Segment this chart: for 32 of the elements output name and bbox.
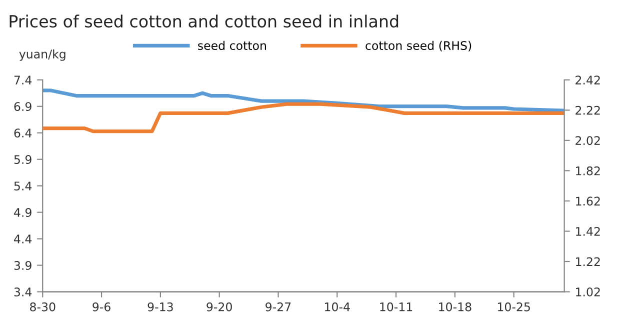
- y2-tick-label: 1.02: [576, 287, 600, 296]
- y2-tick-label: 2.02: [576, 136, 600, 146]
- y-tick-label: 4.9: [14, 208, 32, 217]
- x-tick-label: 9-6: [92, 302, 110, 312]
- x-tick-label: 9-27: [266, 302, 291, 312]
- y2-tick-label: 2.22: [576, 106, 600, 115]
- y-tick-label: 4.4: [14, 234, 32, 244]
- legend-label: seed cotton: [198, 40, 266, 50]
- legend-label: cotton seed (RHS): [366, 40, 472, 52]
- x-tick-label: 9-20: [206, 302, 232, 312]
- y-tick-label: 3.9: [14, 261, 32, 270]
- y-tick-label: 5.9: [14, 155, 32, 164]
- x-tick-label: 8-30: [30, 302, 56, 312]
- line-series: [42, 88, 564, 112]
- x-tick-label: 10-11: [380, 302, 412, 312]
- line-series: [42, 102, 564, 134]
- x-tick-label: 10-4: [325, 302, 350, 312]
- x-tick-label: 10-25: [498, 302, 530, 312]
- y-axis-title: yuan/kg: [19, 49, 66, 61]
- x-tick-label: 9-13: [148, 302, 173, 312]
- y-tick-label: 6.9: [14, 102, 32, 112]
- x-tick-label: 10-18: [439, 302, 472, 312]
- y2-tick-label: 1.62: [576, 196, 600, 206]
- y-tick-label: 3.4: [14, 287, 32, 296]
- y2-tick-label: 2.42: [576, 76, 600, 84]
- y2-tick-label: 1.82: [576, 166, 600, 176]
- chart-title: Prices of seed cotton and cotton seed in inland: [10, 14, 398, 28]
- y2-tick-label: 1.42: [576, 226, 600, 236]
- y-tick-label: 6.4: [14, 128, 32, 138]
- y-tick-label: 7.4: [14, 76, 32, 84]
- y2-tick-label: 1.22: [576, 257, 600, 266]
- y-tick-label: 5.4: [14, 182, 32, 190]
